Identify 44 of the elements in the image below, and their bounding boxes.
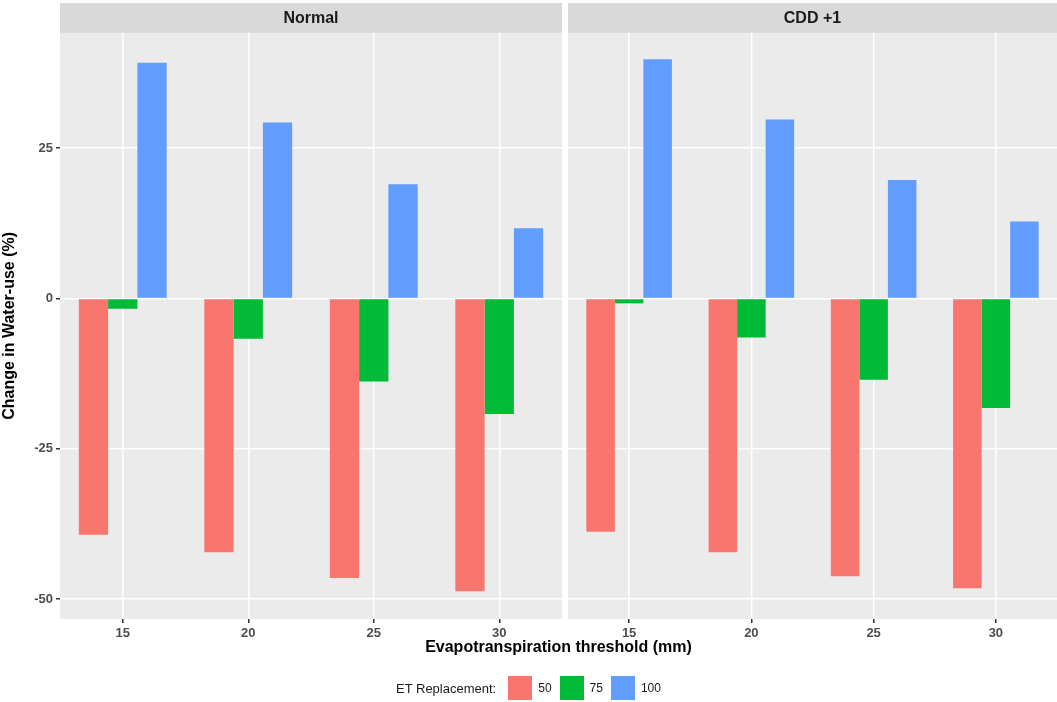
bar: [981, 299, 1011, 409]
x-axis-title: Evapotranspiration threshold (mm): [425, 638, 692, 655]
bar: [887, 180, 917, 298]
bar: [329, 299, 360, 579]
legend-label: 75: [589, 681, 603, 695]
bar: [513, 228, 544, 298]
y-tick-label: -25: [34, 440, 53, 456]
chart-title: Normal: [60, 3, 562, 33]
legend-label: 100: [640, 681, 661, 695]
bar: [388, 184, 418, 298]
bar: [484, 299, 514, 415]
bar: [643, 59, 672, 298]
x-tick-label: 15: [115, 625, 130, 641]
bar: [586, 299, 615, 533]
legend-label: 50: [538, 681, 552, 695]
bar: [204, 299, 234, 553]
bar: [78, 299, 109, 536]
x-tick-label: 30: [988, 625, 1004, 641]
bar: [108, 299, 138, 309]
y-tick-label: -50: [34, 590, 53, 606]
bar: [708, 299, 738, 553]
x-tick-label: 25: [366, 625, 381, 641]
bar: [830, 299, 860, 577]
x-tick-label: 15: [621, 625, 637, 641]
x-tick-label: 20: [241, 625, 256, 641]
y-tick-label: 0: [45, 290, 53, 306]
bar: [1010, 221, 1039, 298]
bar: [359, 299, 389, 382]
bar: [614, 299, 644, 304]
bar: [737, 299, 766, 338]
chart-title: CDD +1: [568, 3, 1057, 33]
y-tick-label: 25: [38, 140, 53, 156]
bar: [233, 299, 263, 340]
x-tick-label: 20: [744, 625, 759, 641]
bar: [262, 122, 293, 298]
x-tick-label: 30: [492, 625, 507, 641]
bar: [765, 119, 795, 298]
legend-title: ET Replacement:: [396, 680, 497, 696]
y-axis-title: Change in Water-use (%): [0, 232, 18, 421]
bar: [953, 299, 982, 589]
x-tick-label: 25: [866, 625, 881, 641]
bar: [859, 299, 888, 380]
bar: [137, 63, 167, 298]
bar: [455, 299, 485, 592]
